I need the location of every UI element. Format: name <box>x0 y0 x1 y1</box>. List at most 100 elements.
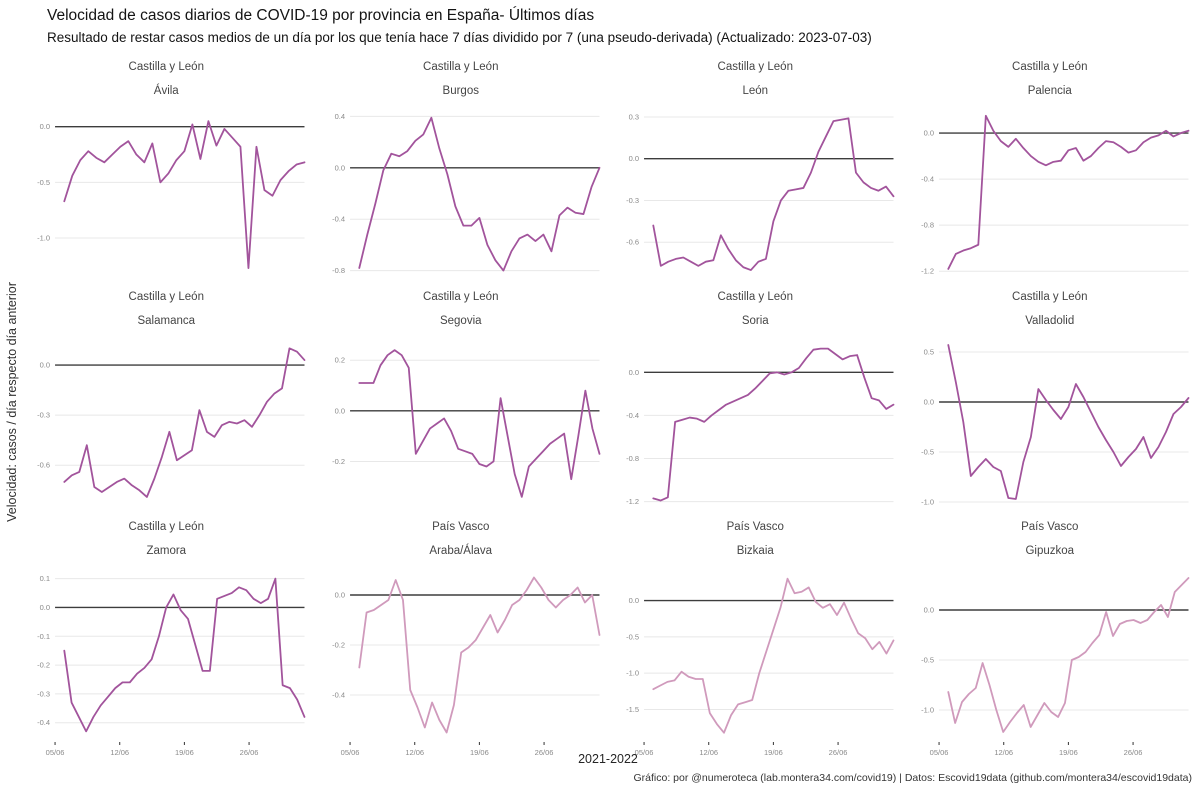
chart-caption: Gráfico: por @numeroteca (lab.montera34.… <box>633 772 1192 784</box>
line-chart-burgos: 0.4 0.0 -0.4 -0.8 <box>332 112 600 275</box>
facet-strip: Castilla y León Segovia <box>319 286 604 334</box>
svg-text:-0.5: -0.5 <box>37 178 50 187</box>
y-axis-label: Velocidad: casos / día respecto día ante… <box>5 282 19 522</box>
facet-grid: Castilla y León Ávila 0.0 -0.5 -1.0 Castilla … <box>24 56 1192 762</box>
facet-strip: Castilla y León Salamanca <box>24 286 309 334</box>
svg-text:-0.8: -0.8 <box>332 266 345 275</box>
facet-province-label: Gipuzkoa <box>1025 545 1075 557</box>
svg-text:05/06: 05/06 <box>635 748 654 757</box>
svg-text:19/06: 19/06 <box>1058 748 1077 757</box>
svg-text:-1.0: -1.0 <box>37 234 50 243</box>
facet-province-label: León <box>742 85 769 97</box>
svg-text:-0.8: -0.8 <box>921 221 934 230</box>
svg-text:-0.4: -0.4 <box>332 215 345 224</box>
svg-text:-0.6: -0.6 <box>626 238 639 247</box>
x-axis-label: 2021-2022 <box>578 752 638 766</box>
svg-text:-0.4: -0.4 <box>332 691 345 700</box>
svg-text:-0.3: -0.3 <box>626 196 639 205</box>
facet-province-label: Ávila <box>153 85 179 97</box>
svg-text:-0.5: -0.5 <box>921 448 934 457</box>
svg-text:-1.2: -1.2 <box>921 267 934 276</box>
facet-panel-zamora: Castilla y León Zamora 0.1 0.0 -0.1 -0.2 -0.3 -… <box>24 516 309 762</box>
svg-text:05/06: 05/06 <box>929 748 948 757</box>
facet-panel-burgos: Castilla y León Burgos 0.4 0.0 -0.4 -0.8 <box>319 56 604 282</box>
line-chart-araba-alava: 0.0 -0.2 -0.4 05/06 12/06 19/06 26/06 <box>332 576 600 757</box>
facet-panel-valladolid: Castilla y León Valladolid 0.5 0.0 -0.5 -1.0 <box>908 286 1193 512</box>
svg-text:26/06: 26/06 <box>534 748 553 757</box>
svg-text:-1.0: -1.0 <box>921 706 934 715</box>
facet-strip: País Vasco Araba/Álava <box>319 516 604 564</box>
svg-text:-0.3: -0.3 <box>37 689 50 698</box>
facet-strip: Castilla y León Zamora <box>24 516 309 564</box>
facet-province-label: Araba/Álava <box>429 545 493 557</box>
facet-region-label: Castilla y León <box>423 61 499 73</box>
facet-province-label: Valladolid <box>1025 315 1075 327</box>
facet-strip: País Vasco Bizkaia <box>613 516 898 564</box>
svg-text:26/06: 26/06 <box>829 748 848 757</box>
facet-panel-salamanca: Castilla y León Salamanca 0.0 -0.3 -0.6 <box>24 286 309 512</box>
facet-region-label: País Vasco <box>1021 521 1079 533</box>
line-chart-palencia: 0.0 -0.4 -0.8 -1.2 <box>921 114 1189 276</box>
svg-text:0.0: 0.0 <box>629 368 639 377</box>
facet-strip: País Vasco Gipuzkoa <box>908 516 1193 564</box>
svg-text:-1.0: -1.0 <box>626 669 639 678</box>
facet-strip: Castilla y León Palencia <box>908 56 1193 104</box>
svg-text:-0.1: -0.1 <box>37 632 50 641</box>
svg-text:0.4: 0.4 <box>334 112 344 121</box>
facet-panel-soria: Castilla y León Soria 0.0 -0.4 -0.8 -1.2 <box>613 286 898 512</box>
svg-text:-0.4: -0.4 <box>626 411 639 420</box>
facet-region-label: Castilla y León <box>717 61 793 73</box>
facet-region-label: País Vasco <box>726 521 784 533</box>
facet-province-label: Soria <box>741 315 769 327</box>
svg-text:0.0: 0.0 <box>40 361 50 370</box>
svg-text:0.1: 0.1 <box>40 574 50 583</box>
svg-text:0.0: 0.0 <box>629 596 639 605</box>
line-chart-valladolid: 0.5 0.0 -0.5 -1.0 <box>921 344 1189 507</box>
facet-region-label: Castilla y León <box>717 291 793 303</box>
svg-text:-0.2: -0.2 <box>332 457 345 466</box>
facet-region-label: Castilla y León <box>128 61 204 73</box>
facet-region-label: Castilla y León <box>1012 291 1088 303</box>
facet-panel-palencia: Castilla y León Palencia 0.0 -0.4 -0.8 -1.2 <box>908 56 1193 282</box>
svg-text:-0.6: -0.6 <box>37 461 50 470</box>
facet-strip: Castilla y León Ávila <box>24 56 309 104</box>
svg-text:05/06: 05/06 <box>340 748 359 757</box>
line-chart-segovia: 0.2 0.0 -0.2 <box>332 349 600 498</box>
svg-text:12/06: 12/06 <box>699 748 718 757</box>
svg-text:0.0: 0.0 <box>40 603 50 612</box>
svg-text:0.0: 0.0 <box>40 122 50 131</box>
svg-text:-0.2: -0.2 <box>332 641 345 650</box>
svg-text:19/06: 19/06 <box>175 748 194 757</box>
line-chart-leon: 0.3 0.0 -0.3 -0.6 <box>626 112 895 271</box>
svg-text:0.5: 0.5 <box>923 348 933 357</box>
facet-province-label: Segovia <box>439 315 482 327</box>
svg-text:26/06: 26/06 <box>240 748 259 757</box>
svg-text:-1.2: -1.2 <box>626 497 639 506</box>
svg-text:0.0: 0.0 <box>334 163 344 172</box>
svg-text:0.0: 0.0 <box>334 591 344 600</box>
line-chart-bizkaia: 0.0 -0.5 -1.0 -1.5 05/06 12/06 19/06 26/06 <box>626 577 895 757</box>
line-chart-avila: 0.0 -0.5 -1.0 <box>37 120 306 269</box>
svg-text:-0.8: -0.8 <box>626 454 639 463</box>
svg-text:-1.5: -1.5 <box>626 705 639 714</box>
facet-province-label: Burgos <box>442 85 479 97</box>
svg-text:-0.5: -0.5 <box>626 632 639 641</box>
facet-panel-gipuzkoa: País Vasco Gipuzkoa 0.0 -0.5 -1.0 05/06 12/06 1… <box>908 516 1193 762</box>
line-chart-soria: 0.0 -0.4 -0.8 -1.2 <box>626 347 895 506</box>
svg-text:-0.3: -0.3 <box>37 411 50 420</box>
facet-panel-leon: Castilla y León León 0.3 0.0 -0.3 -0.6 <box>613 56 898 282</box>
svg-text:19/06: 19/06 <box>469 748 488 757</box>
facet-strip: Castilla y León León <box>613 56 898 104</box>
svg-text:19/06: 19/06 <box>764 748 783 757</box>
svg-text:-1.0: -1.0 <box>921 498 934 507</box>
facet-panel-araba-alava: País Vasco Araba/Álava 0.0 -0.2 -0.4 05/06 12/… <box>319 516 604 762</box>
svg-text:12/06: 12/06 <box>405 748 424 757</box>
svg-text:12/06: 12/06 <box>994 748 1013 757</box>
facet-region-label: Castilla y León <box>128 291 204 303</box>
line-chart-salamanca: 0.0 -0.3 -0.6 <box>37 347 306 498</box>
facet-strip: Castilla y León Valladolid <box>908 286 1193 334</box>
facet-region-label: Castilla y León <box>128 521 204 533</box>
facet-province-label: Zamora <box>146 545 187 557</box>
svg-text:-0.2: -0.2 <box>37 661 50 670</box>
line-chart-zamora: 0.1 0.0 -0.1 -0.2 -0.3 -0.4 05/06 12/06 19/06 26/… <box>37 574 306 757</box>
